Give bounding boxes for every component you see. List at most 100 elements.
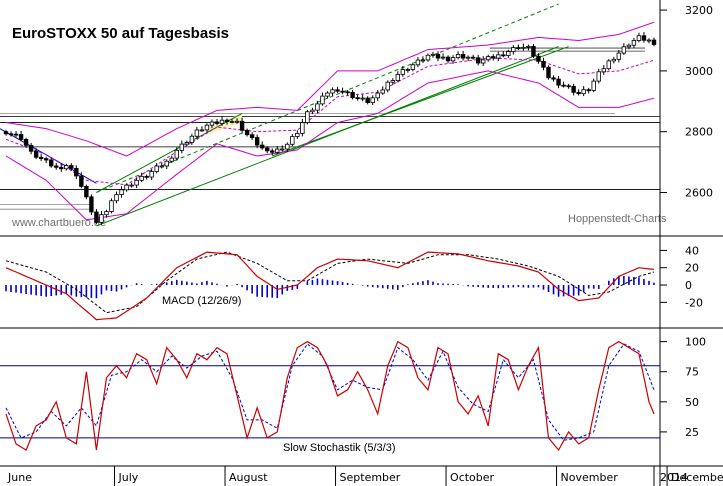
candle-body	[43, 158, 49, 161]
candle-body	[556, 78, 561, 86]
candle-body	[531, 45, 536, 57]
candle-body	[405, 69, 411, 71]
axis-tick-label: 25	[685, 426, 699, 439]
chart-title: EuroSTOXX 50 auf Tagesbasis	[12, 25, 229, 42]
candle-body	[33, 150, 39, 158]
candle-body	[536, 55, 541, 62]
axis-tick-label: 3200	[685, 4, 713, 17]
uptrend-channel-line	[96, 113, 243, 193]
macd-histogram	[5, 275, 655, 299]
candle-body	[455, 54, 461, 59]
macd-lines	[5, 251, 655, 321]
macd-label: MACD (12/26/9)	[162, 295, 241, 307]
candle-body	[295, 132, 300, 137]
candle-body	[214, 121, 220, 124]
candle-body	[581, 89, 586, 95]
candle-body	[244, 129, 250, 136]
candle-body	[164, 160, 169, 167]
candle-body	[189, 135, 195, 143]
candle-body	[360, 97, 365, 100]
candle-body	[139, 175, 144, 181]
price-panel: EuroSTOXX 50 auf Tagesbasis www.chartbue…	[0, 3, 713, 229]
month-label: 2014	[660, 471, 688, 484]
candle-body	[84, 185, 89, 198]
candle-body	[94, 211, 99, 223]
candle-body	[194, 129, 200, 137]
candle-body	[69, 165, 74, 169]
trendlines	[0, 3, 569, 227]
candle-body	[501, 54, 506, 57]
candle-body	[300, 122, 305, 134]
candle-body	[89, 196, 94, 213]
stochastic-levels	[0, 365, 660, 439]
upper-band	[5, 21, 655, 157]
stochastic-panel: Slow Stochastik (5/3/3) 100 75 50 25	[0, 336, 706, 454]
candle-body	[596, 71, 601, 82]
axis-tick-label: 40	[685, 244, 699, 257]
candle-body	[184, 142, 190, 145]
candle-body	[646, 39, 652, 42]
macd-signal-line	[5, 251, 655, 314]
candle-body	[410, 64, 416, 70]
candle-body	[204, 124, 210, 131]
candle-body	[445, 56, 451, 62]
candle-body	[254, 137, 260, 146]
candle-body	[390, 80, 395, 83]
month-label: September	[340, 471, 401, 484]
middle-band	[5, 57, 655, 186]
candle-body	[49, 159, 54, 167]
candle-body	[566, 85, 571, 88]
candle-body	[174, 149, 179, 159]
macd-axis: 40 20 0 -20	[660, 244, 703, 309]
candle-body	[290, 136, 295, 145]
candle-body	[440, 56, 446, 59]
candle-body	[470, 56, 476, 59]
candle-body	[385, 81, 390, 91]
candlesticks	[3, 32, 657, 225]
axis-tick-label: 75	[685, 366, 699, 379]
candle-body	[651, 39, 657, 45]
stochastic-lines	[5, 340, 655, 452]
candle-body	[626, 44, 632, 48]
candle-body	[134, 179, 139, 186]
candle-body	[229, 121, 235, 123]
candle-body	[23, 139, 29, 146]
month-label: August	[229, 471, 268, 484]
axis-tick-label: 50	[685, 396, 699, 409]
candle-body	[109, 200, 114, 212]
month-label: June	[7, 471, 32, 484]
axis-tick-label: 2600	[685, 186, 713, 199]
bollinger-bands	[5, 21, 655, 221]
candle-body	[561, 84, 566, 87]
candle-body	[450, 57, 456, 62]
candle-body	[124, 184, 129, 191]
candle-body	[631, 40, 637, 46]
candle-body	[420, 59, 426, 62]
candle-body	[541, 60, 546, 68]
candle-body	[521, 46, 526, 49]
candle-body	[320, 95, 325, 105]
candle-body	[305, 111, 310, 123]
candle-body	[114, 194, 119, 202]
macd-panel: MACD (12/26/9) 40 20 0 -20	[5, 244, 703, 321]
candle-body	[415, 59, 421, 66]
candle-body	[154, 165, 159, 172]
candle-body	[340, 90, 345, 93]
candle-body	[59, 166, 64, 170]
candle-body	[54, 165, 59, 168]
uptrend-line	[96, 46, 559, 227]
candle-body	[315, 103, 320, 111]
price-axis: 2600 2800 3000 3200	[660, 4, 713, 199]
stochastic-label: Slow Stochastik (5/3/3)	[283, 442, 396, 454]
candle-body	[551, 77, 556, 80]
uptrend-projection-line	[96, 3, 559, 193]
candle-body	[3, 131, 9, 135]
candle-body	[516, 47, 521, 49]
candle-body	[370, 97, 375, 103]
month-label: July	[118, 471, 139, 484]
candle-body	[239, 120, 245, 131]
candle-body	[636, 35, 642, 41]
candle-body	[491, 56, 496, 59]
